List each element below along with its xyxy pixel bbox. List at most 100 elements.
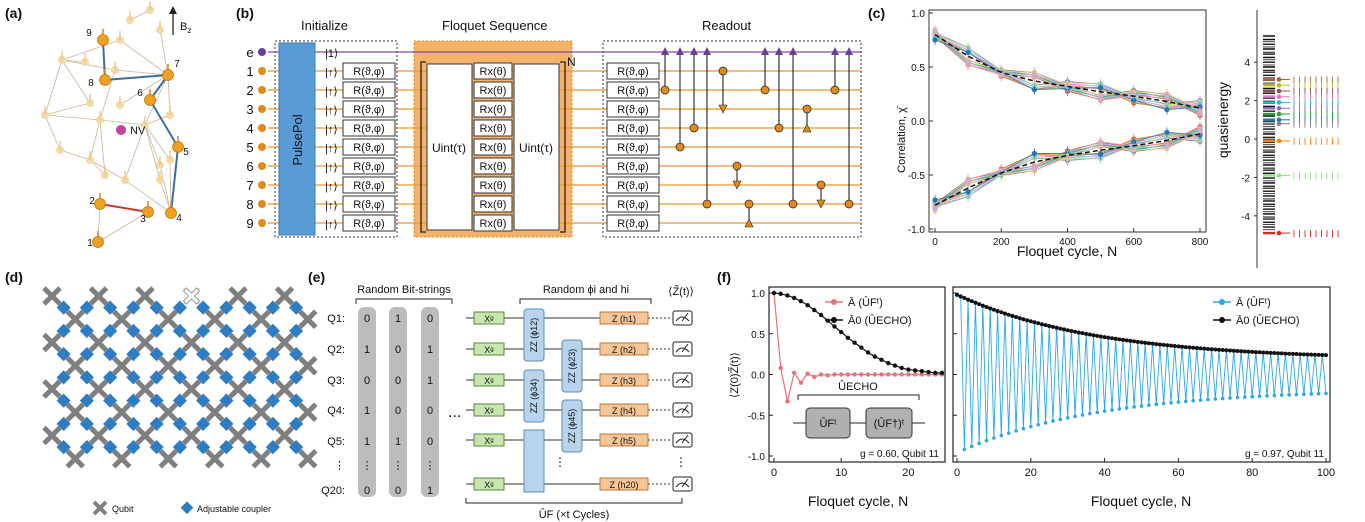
a0-echo-point-right xyxy=(1076,330,1081,335)
a0-echo-point-right xyxy=(1264,350,1269,355)
qubit-site xyxy=(97,34,109,46)
a-bar-point xyxy=(778,365,783,371)
a0-echo-point-right xyxy=(1036,321,1041,326)
f-right-note: g = 0.97, Qubit 11 xyxy=(1245,449,1324,460)
a-bar-point-right xyxy=(999,433,1004,438)
site-label: 4 xyxy=(176,213,182,224)
coupler-diamond xyxy=(219,416,234,431)
zz-gate-partial xyxy=(523,429,545,493)
r-gate-readout-label: R(ϑ,φ) xyxy=(617,85,648,97)
z-header: ⟨Z̃(t)⟩ xyxy=(668,285,694,298)
a0-echo-point-right xyxy=(1305,352,1310,357)
a0-echo-point xyxy=(812,307,817,313)
lattice-bond xyxy=(44,114,101,121)
a-bar-point-right xyxy=(1051,419,1055,423)
zz-gate xyxy=(523,369,545,423)
a0-echo-point-right xyxy=(1298,352,1303,357)
bit-value: 0 xyxy=(427,313,433,325)
a-bar-point-right xyxy=(1183,399,1188,404)
coupler-diamond xyxy=(219,323,234,338)
a0-echo-point-right xyxy=(1124,338,1129,343)
qubit-cross-icon xyxy=(88,286,109,306)
panel-d-label: (d) xyxy=(5,269,23,285)
lattice-bond xyxy=(144,114,171,126)
r-gate-init-label: R(ϑ,φ) xyxy=(353,66,384,78)
c-xtick-label: 0 xyxy=(932,237,938,248)
phi-brace xyxy=(519,298,652,304)
bit-value: 0 xyxy=(427,405,433,417)
a0-echo-point-right xyxy=(1080,331,1085,336)
coupler-diamond xyxy=(149,323,164,338)
lattice-bond xyxy=(44,114,61,151)
panel-c-label: (c) xyxy=(868,5,885,21)
a0-echo-point xyxy=(839,329,844,335)
a0-echo-point-right xyxy=(1128,338,1133,343)
a0-echo-point-right xyxy=(969,299,974,304)
r-gate-readout xyxy=(606,214,660,232)
correlation-point xyxy=(932,37,938,43)
measure-arc xyxy=(675,438,690,444)
bit-value: ⋮ xyxy=(425,460,436,472)
a-bar-point xyxy=(865,372,871,377)
a-bar-point-right xyxy=(1161,401,1166,406)
c-xtick-label: 400 xyxy=(1059,237,1076,248)
ket-label: |1⟩ xyxy=(325,48,338,60)
f-right-xtick-label: 40 xyxy=(1098,467,1110,479)
a0-echo-point-right xyxy=(1191,345,1196,350)
a0-echo-point-right xyxy=(1165,343,1170,348)
coupler-diamond xyxy=(265,370,280,385)
panel-a-lattice: 1 2 3 4 5 6 7 8 9 Bz NV xyxy=(41,1,191,249)
a0-echo-point-right xyxy=(1320,353,1325,358)
coupler-diamond xyxy=(172,300,187,315)
r-gate-init-label: R(ϑ,φ) xyxy=(353,180,384,192)
qubit-cross-icon xyxy=(111,402,132,423)
f-left-xlabel: Floquet cycle, N xyxy=(808,493,908,509)
coupler-diamond xyxy=(149,440,164,455)
lattice-bond xyxy=(99,119,146,126)
c-xtick-label: 600 xyxy=(1125,237,1142,248)
a0-echo-point-right xyxy=(1198,346,1203,351)
coupler-diamond xyxy=(196,323,211,338)
electron-control-marker xyxy=(761,47,769,55)
bit-value: 1 xyxy=(364,436,370,448)
qubit-cross-icon xyxy=(65,402,86,423)
rx-gate-label: Rx(θ) xyxy=(480,161,507,173)
a0-echo-point-right xyxy=(1157,342,1162,347)
qubit-cross-icon xyxy=(228,425,248,446)
measure-arc xyxy=(675,347,690,353)
r-gate-readout xyxy=(606,195,660,213)
a0-echo-point-right xyxy=(1231,348,1236,353)
bit-value: ⋮ xyxy=(393,460,404,472)
a0-echo-point-right xyxy=(1316,352,1321,357)
target-dot xyxy=(702,199,712,209)
a-bar-point-right xyxy=(977,441,981,446)
c-xtick-label: 800 xyxy=(1192,237,1209,248)
correlation-series-line xyxy=(934,32,1201,113)
coupler-diamond xyxy=(56,323,71,338)
level-marker xyxy=(1276,105,1282,111)
a0-echo-point-right xyxy=(1091,333,1096,338)
electron-control-marker xyxy=(789,47,797,55)
bits-header: Random Bit-strings xyxy=(357,284,451,296)
measure-needle xyxy=(681,478,689,488)
r-gate-readout-label: R(ϑ,φ) xyxy=(617,161,648,173)
target-dot xyxy=(788,199,798,209)
a0-echo-point-right xyxy=(1047,324,1052,329)
c-ytick-label: 1.0 xyxy=(911,9,925,20)
a0-echo-point xyxy=(805,303,810,308)
lattice-bond xyxy=(124,124,146,181)
lattice-bond xyxy=(44,59,63,116)
a0-echo-point-right xyxy=(1187,345,1192,350)
section-readout: Readout xyxy=(702,18,752,33)
xg-gate xyxy=(473,433,505,447)
mean-dashed-line xyxy=(934,33,1201,109)
bit-value: 1 xyxy=(427,344,433,356)
lattice-bond xyxy=(159,164,172,214)
qubit-cross-icon xyxy=(88,425,109,446)
a0-echo-point-right xyxy=(988,306,993,311)
site-label: 8 xyxy=(88,78,94,89)
a0-echo-point xyxy=(798,298,804,304)
a0-echo-point xyxy=(852,340,857,345)
legend-a0-label-right: Ā0 (ÛECHO) xyxy=(1236,314,1300,327)
a-bar-point-right xyxy=(1198,398,1203,402)
